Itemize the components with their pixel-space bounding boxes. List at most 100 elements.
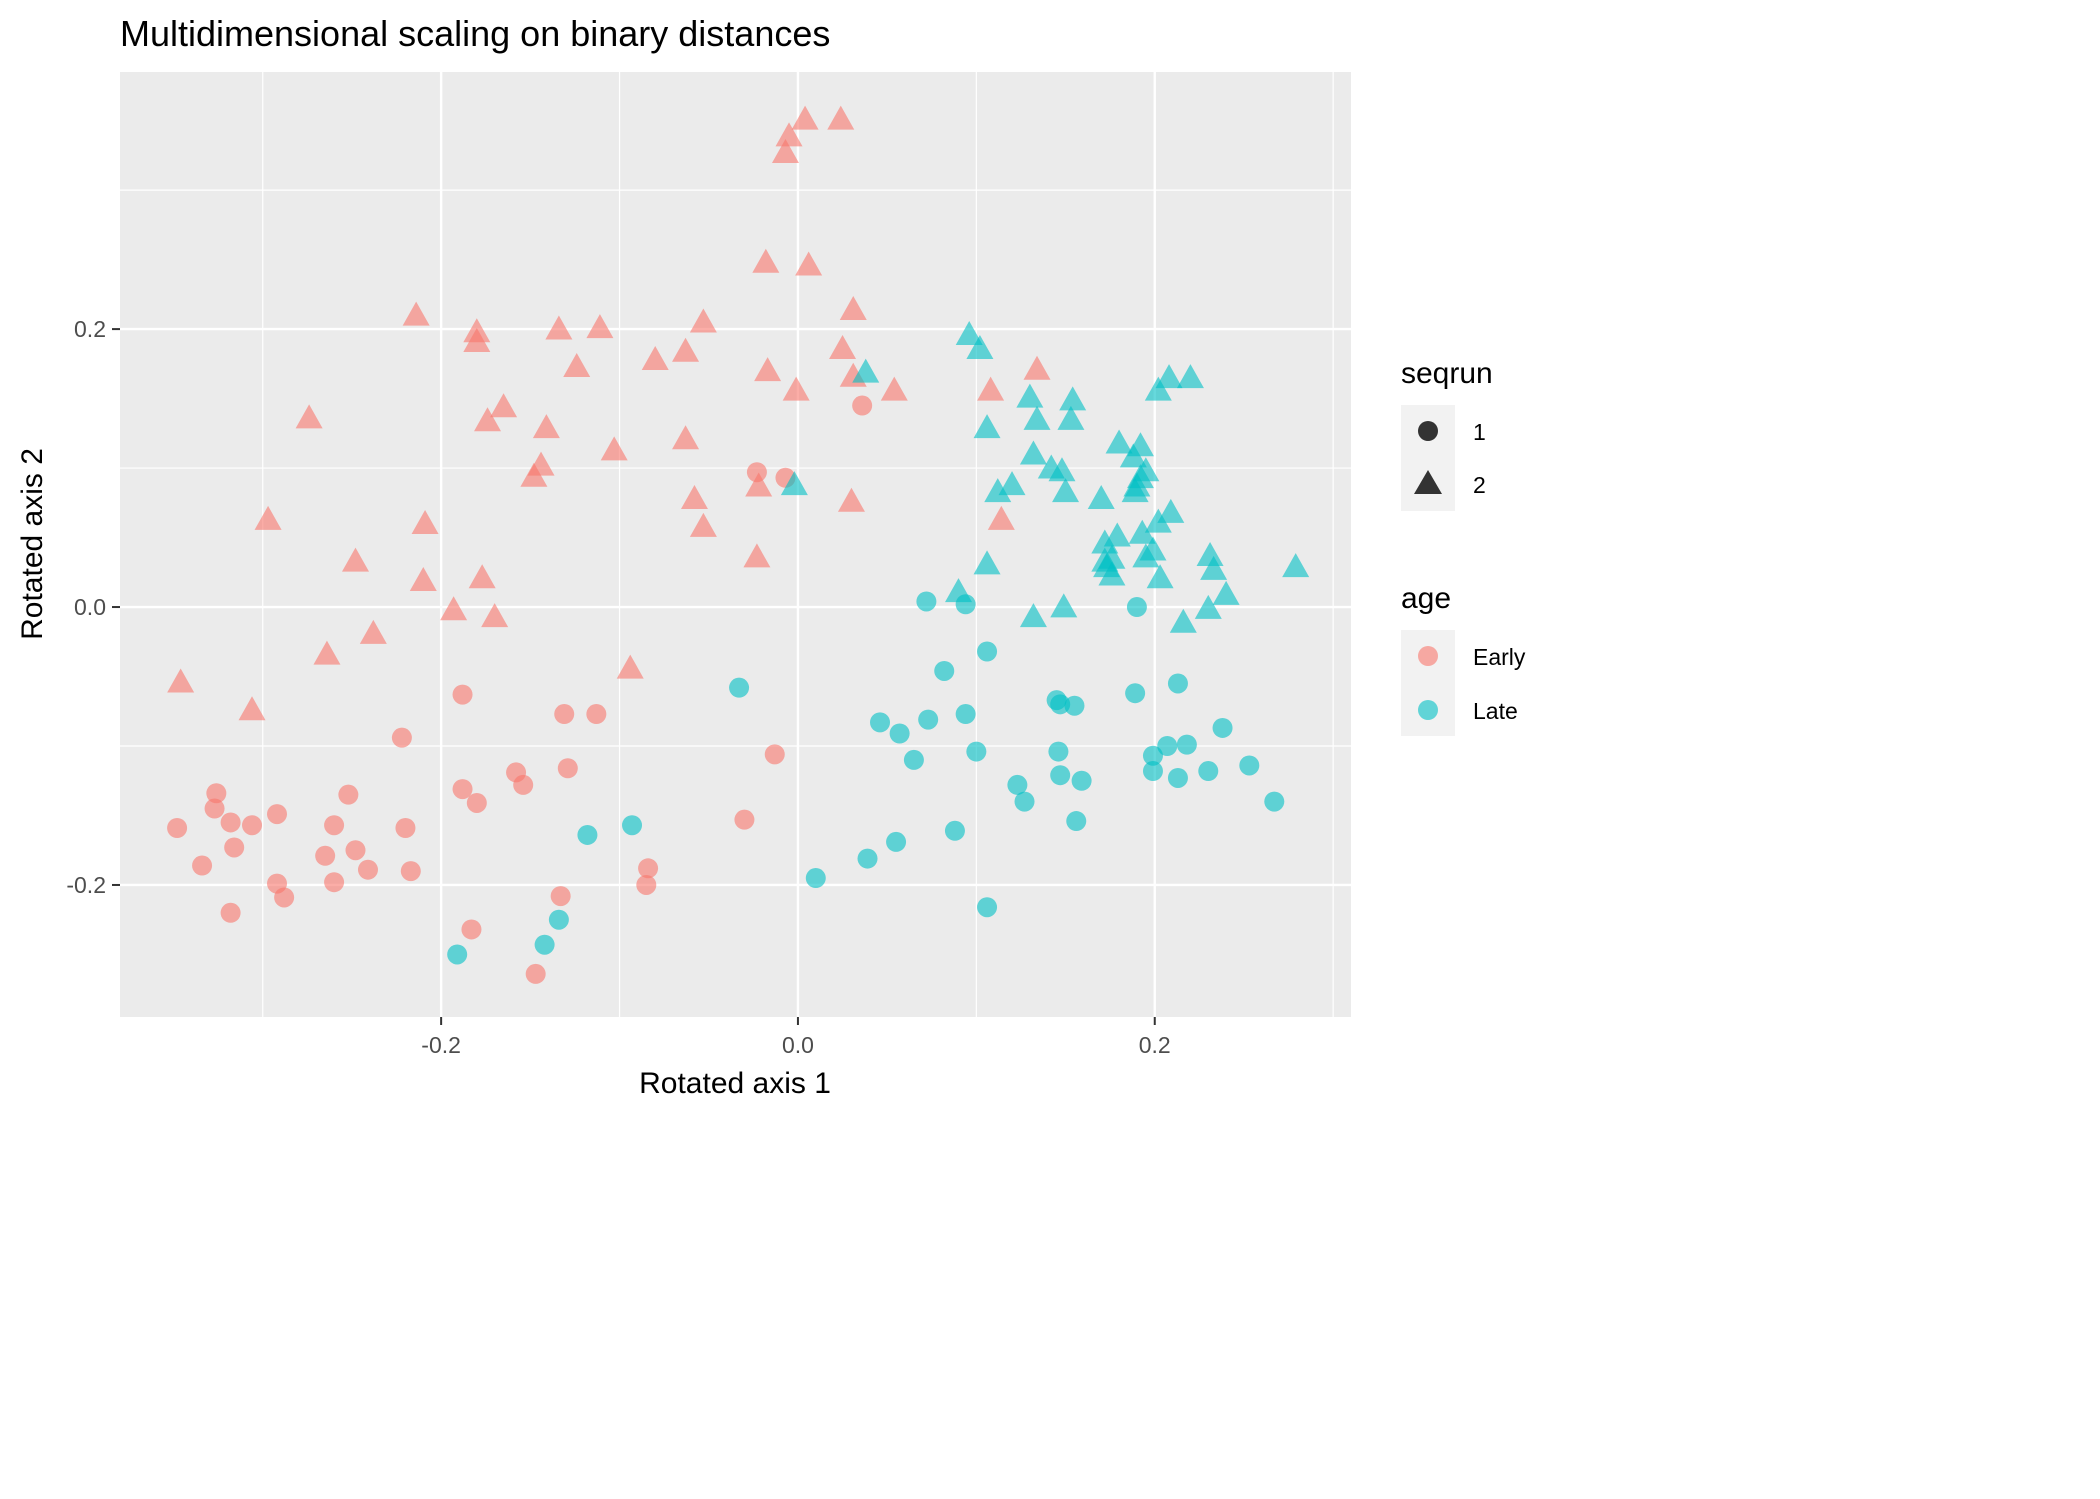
data-point-late-circle xyxy=(1048,741,1069,762)
x-tick-label: 0.0 xyxy=(782,1032,814,1058)
legend-circle-key xyxy=(1418,421,1438,441)
data-point-late-triangle xyxy=(1023,405,1051,430)
data-point-late-circle xyxy=(1126,597,1147,618)
data-point-late-triangle xyxy=(1282,553,1310,578)
data-point-early-triangle xyxy=(839,296,867,321)
legend-late-key xyxy=(1418,700,1438,720)
data-point-late-triangle xyxy=(973,414,1001,439)
data-point-early-triangle xyxy=(754,357,782,382)
data-point-early-triangle xyxy=(827,105,855,130)
data-point-late-circle xyxy=(1064,695,1085,716)
data-point-late-circle xyxy=(805,868,826,889)
data-point-early-triangle xyxy=(672,425,700,450)
data-point-early-circle xyxy=(167,818,188,838)
data-point-early-triangle xyxy=(977,376,1005,401)
data-point-early-triangle xyxy=(616,654,644,679)
data-point-late-triangle xyxy=(1019,440,1047,465)
data-point-early-circle xyxy=(192,855,213,876)
data-point-late-circle xyxy=(1142,761,1163,782)
data-point-early-circle xyxy=(338,784,359,805)
data-point-early-triangle xyxy=(829,334,857,359)
data-point-early-circle xyxy=(220,902,241,923)
data-point-late-circle xyxy=(1239,755,1260,776)
data-point-late-triangle xyxy=(1155,364,1183,389)
data-point-early-triangle xyxy=(313,640,341,665)
y-axis-title: Rotated axis 2 xyxy=(16,448,49,640)
data-point-early-circle xyxy=(266,804,287,825)
data-point-late-circle xyxy=(622,815,643,836)
data-point-late-circle xyxy=(857,848,878,869)
data-point-late-triangle xyxy=(1087,485,1115,510)
data-point-early-circle xyxy=(550,886,571,907)
data-point-early-triangle xyxy=(402,301,430,326)
data-point-early-circle xyxy=(206,783,227,804)
data-point-late-triangle xyxy=(1103,522,1131,547)
legend-label-early: Early xyxy=(1473,644,1526,670)
data-point-early-circle xyxy=(636,874,657,895)
data-point-early-triangle xyxy=(463,327,491,352)
data-point-late-circle xyxy=(1007,774,1028,795)
data-point-late-triangle xyxy=(1157,498,1185,523)
data-point-early-circle xyxy=(345,840,366,861)
data-point-late-circle xyxy=(955,704,976,725)
data-point-early-triangle xyxy=(481,603,509,628)
chart-title: Multidimensional scaling on binary dista… xyxy=(120,13,830,54)
data-point-early-circle xyxy=(557,758,578,779)
data-point-early-triangle xyxy=(586,314,614,339)
data-point-late-triangle xyxy=(1169,608,1197,633)
legend: seqrun 1 2 age Early Late xyxy=(1401,357,1526,736)
data-point-early-circle xyxy=(734,809,755,830)
data-point-early-triangle xyxy=(775,122,803,147)
data-point-late-triangle xyxy=(945,578,973,603)
data-point-late-triangle xyxy=(1146,564,1174,589)
legend-title-seqrun: seqrun xyxy=(1401,357,1493,390)
data-point-late-circle xyxy=(1167,767,1188,788)
data-point-late-circle xyxy=(977,641,998,662)
data-point-late-triangle xyxy=(1144,376,1172,401)
data-point-late-triangle xyxy=(1176,364,1204,389)
data-point-early-triangle xyxy=(238,696,266,721)
data-point-late-circle xyxy=(447,944,468,965)
data-point-early-triangle xyxy=(532,414,560,439)
mds-scatter-chart: Multidimensional scaling on binary dista… xyxy=(16,13,1526,1100)
data-point-early-triangle xyxy=(791,105,819,130)
data-point-early-circle xyxy=(220,812,241,833)
data-point-late-triangle xyxy=(955,321,983,346)
legend-triangle-key xyxy=(1414,470,1442,494)
data-point-late-triangle xyxy=(1128,519,1156,544)
data-point-late-circle xyxy=(886,831,907,852)
data-point-early-triangle xyxy=(689,512,717,537)
data-point-early-triangle xyxy=(745,472,773,497)
data-point-late-circle xyxy=(918,709,939,730)
data-point-early-circle xyxy=(315,845,336,866)
data-point-early-triangle xyxy=(672,337,700,362)
data-point-early-triangle xyxy=(680,485,708,510)
data-point-late-triangle xyxy=(1194,594,1222,619)
x-tick-label: 0.2 xyxy=(1139,1032,1171,1058)
data-point-early-triangle xyxy=(563,353,591,378)
data-point-late-circle xyxy=(916,591,937,612)
data-point-early-triangle xyxy=(295,404,323,429)
data-point-late-circle xyxy=(1125,683,1146,704)
data-point-early-triangle xyxy=(254,505,282,530)
data-point-early-triangle xyxy=(359,619,387,644)
x-axis-title: Rotated axis 1 xyxy=(639,1067,831,1100)
data-point-early-triangle xyxy=(782,376,810,401)
data-point-early-circle xyxy=(525,963,546,984)
data-point-early-triangle xyxy=(527,451,555,476)
data-point-early-circle xyxy=(204,798,225,819)
data-point-early-circle xyxy=(554,704,575,725)
data-point-late-circle xyxy=(977,897,998,918)
y-tick-label: 0.0 xyxy=(74,594,106,620)
data-point-early-circle xyxy=(395,818,416,838)
data-points xyxy=(167,105,1310,984)
x-tick-label: -0.2 xyxy=(421,1032,461,1058)
data-point-late-circle xyxy=(1167,673,1188,694)
data-point-early-circle xyxy=(746,462,767,483)
data-point-early-circle xyxy=(852,395,873,416)
data-point-early-triangle xyxy=(1023,355,1051,380)
data-point-late-triangle xyxy=(1016,383,1044,408)
data-point-late-circle xyxy=(1157,736,1178,757)
data-point-late-triangle xyxy=(1098,561,1126,586)
data-point-early-circle xyxy=(400,861,421,882)
